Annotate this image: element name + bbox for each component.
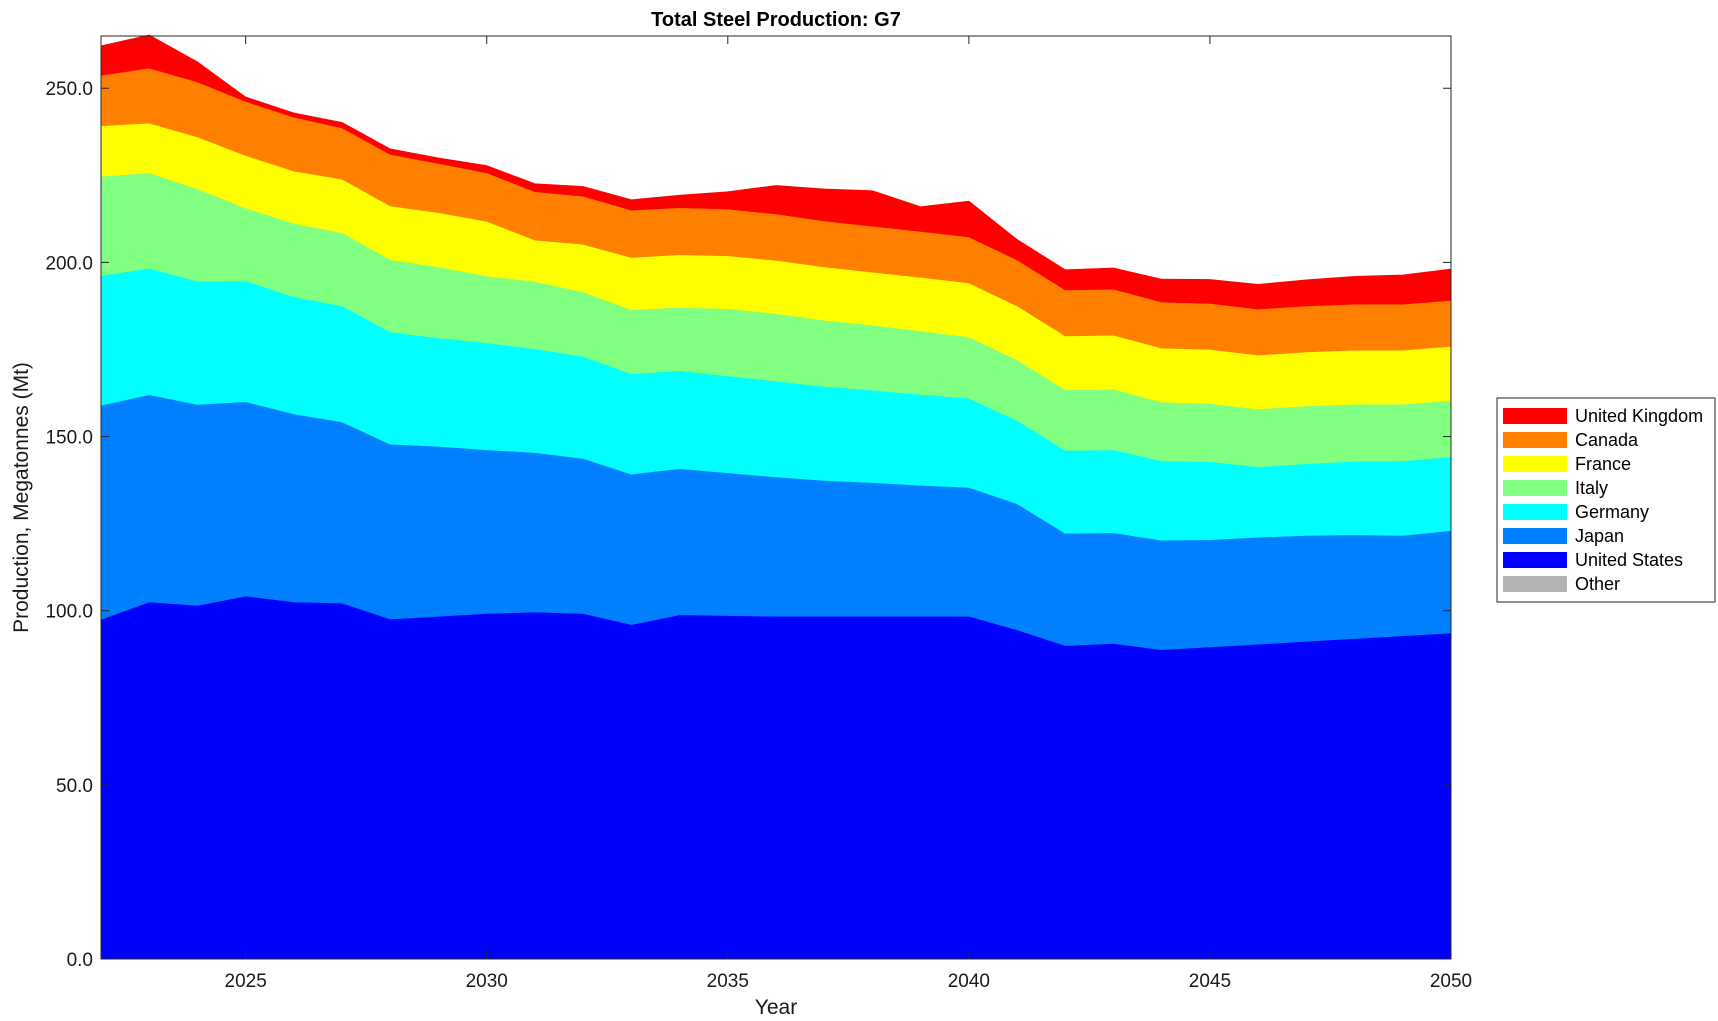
legend-swatch-other (1503, 576, 1567, 592)
legend-label-united-states: United States (1575, 550, 1683, 570)
x-tick-label-2050: 2050 (1430, 971, 1472, 992)
legend: United Kingdom Canada France Italy Germany Ja… (1496, 397, 1716, 603)
legend-swatch-canada (1503, 432, 1567, 448)
chart-title: Total Steel Production: G7 (651, 9, 901, 31)
legend-label-germany: Germany (1575, 502, 1649, 522)
legend-swatch-united-kingdom (1503, 408, 1567, 424)
x-axis-label: Year (755, 996, 797, 1019)
legend-label-canada: Canada (1575, 430, 1639, 450)
y-tick-label-0: 0.0 (67, 950, 93, 971)
x-tick-label-2035: 2035 (707, 971, 749, 992)
y-tick-label-250: 250.0 (45, 79, 93, 100)
axis-ticks: 2025 2030 2035 2040 2045 2050 0.0 50.0 100.0 150.… (45, 36, 1472, 992)
legend-label-france: France (1575, 454, 1631, 474)
x-tick-label-2040: 2040 (948, 971, 990, 992)
legend-box (1496, 397, 1716, 603)
area-layer (100, 34, 1452, 960)
plot-frame (100, 35, 1452, 960)
legend-label-japan: Japan (1575, 526, 1624, 546)
y-tick-label-150: 150.0 (45, 428, 93, 449)
legend-label-italy: Italy (1575, 478, 1608, 498)
y-tick-label-100: 100.0 (45, 602, 93, 623)
x-tick-label-2030: 2030 (466, 971, 508, 992)
legend-label-united-kingdom: United Kingdom (1575, 406, 1703, 426)
x-tick-label-2025: 2025 (225, 971, 267, 992)
legend-swatch-italy (1503, 480, 1567, 496)
y-tick-label-50: 50.0 (56, 776, 93, 797)
y-tick-label-200: 200.0 (45, 253, 93, 274)
legend-swatch-japan (1503, 528, 1567, 544)
legend-swatch-germany (1503, 504, 1567, 520)
legend-swatch-france (1503, 456, 1567, 472)
legend-swatch-united-states (1503, 552, 1567, 568)
area-united-states (100, 595, 1452, 960)
y-axis-label: Production, Megatonnes (Mt) (10, 362, 33, 633)
x-tick-label-2045: 2045 (1189, 971, 1231, 992)
legend-label-other: Other (1575, 574, 1620, 594)
